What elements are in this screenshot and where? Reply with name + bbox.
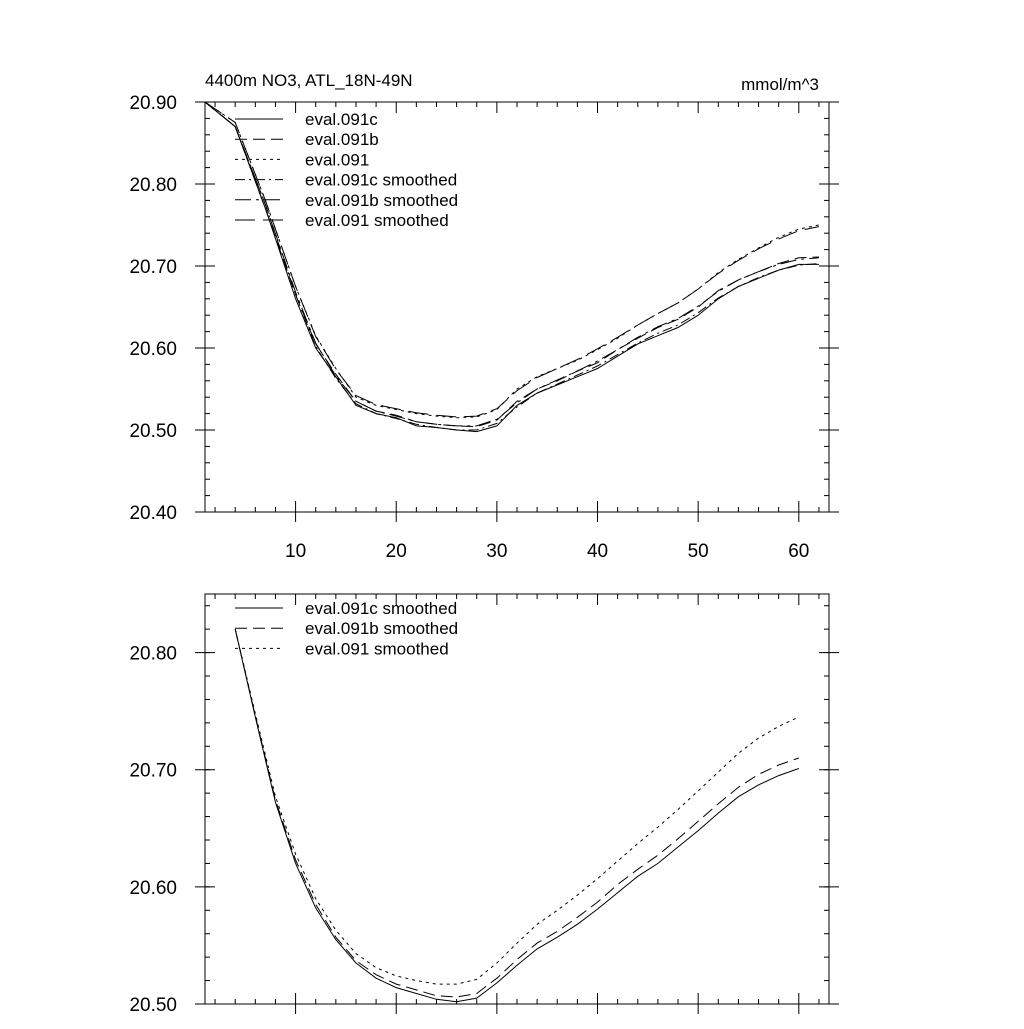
series-line-eval-091b — [205, 102, 819, 428]
legend-entry: eval.091c — [305, 110, 378, 129]
series-line-eval-091c — [205, 102, 819, 433]
legend-entry: eval.091c smoothed — [305, 171, 457, 190]
legend-entry: eval.091 smoothed — [305, 639, 449, 658]
y-tick-label: 20.50 — [129, 995, 177, 1016]
y-tick-label: 20.60 — [129, 339, 177, 360]
y-tick-label: 20.90 — [129, 93, 177, 114]
legend-entry: eval.091c smoothed — [305, 599, 457, 618]
legend-entry: eval.091b — [305, 130, 379, 149]
series-line-eval-091b-smoothed — [234, 628, 799, 998]
series-line-eval-091-smoothed — [205, 102, 819, 418]
series-line-eval-091 — [205, 102, 819, 419]
series-line-eval-091b-smoothed — [205, 102, 819, 427]
x-tick-label: 50 — [688, 541, 709, 562]
chart-title: 4400m NO3, ATL_18N-49N — [205, 71, 413, 90]
x-tick-label: 60 — [788, 541, 809, 562]
units-label: mmol/m^3 — [741, 75, 819, 94]
series-group — [234, 628, 800, 1003]
y-tick-label: 20.70 — [129, 761, 177, 782]
series-group — [205, 102, 819, 433]
chart-panel-1: 10 20 30 40 50 60 20.40 20.50 20.60 20.70 20.80 20.… — [129, 71, 839, 562]
legend-entry: eval.091b smoothed — [305, 191, 458, 210]
x-tick-label: 40 — [587, 541, 608, 562]
legend-entry: eval.091 smoothed — [305, 211, 449, 230]
series-line-eval-091c-smoothed — [234, 628, 799, 1003]
y-tick-label: 20.60 — [129, 878, 177, 899]
x-tick-label: 20 — [386, 541, 407, 562]
series-line-eval-091-smoothed — [234, 628, 800, 985]
series-line-eval-091c-smoothed — [205, 102, 819, 431]
y-tick-label: 20.70 — [129, 257, 177, 278]
y-tick-label: 20.50 — [129, 421, 177, 442]
y-tick-label: 20.40 — [129, 503, 177, 524]
x-tick-label: 30 — [486, 541, 507, 562]
y-tick-label: 20.80 — [129, 175, 177, 196]
legend-entry: eval.091b smoothed — [305, 619, 458, 638]
legend-entry: eval.091 — [305, 150, 369, 169]
x-tick-label: 10 — [285, 541, 306, 562]
y-tick-label: 20.80 — [129, 644, 177, 665]
